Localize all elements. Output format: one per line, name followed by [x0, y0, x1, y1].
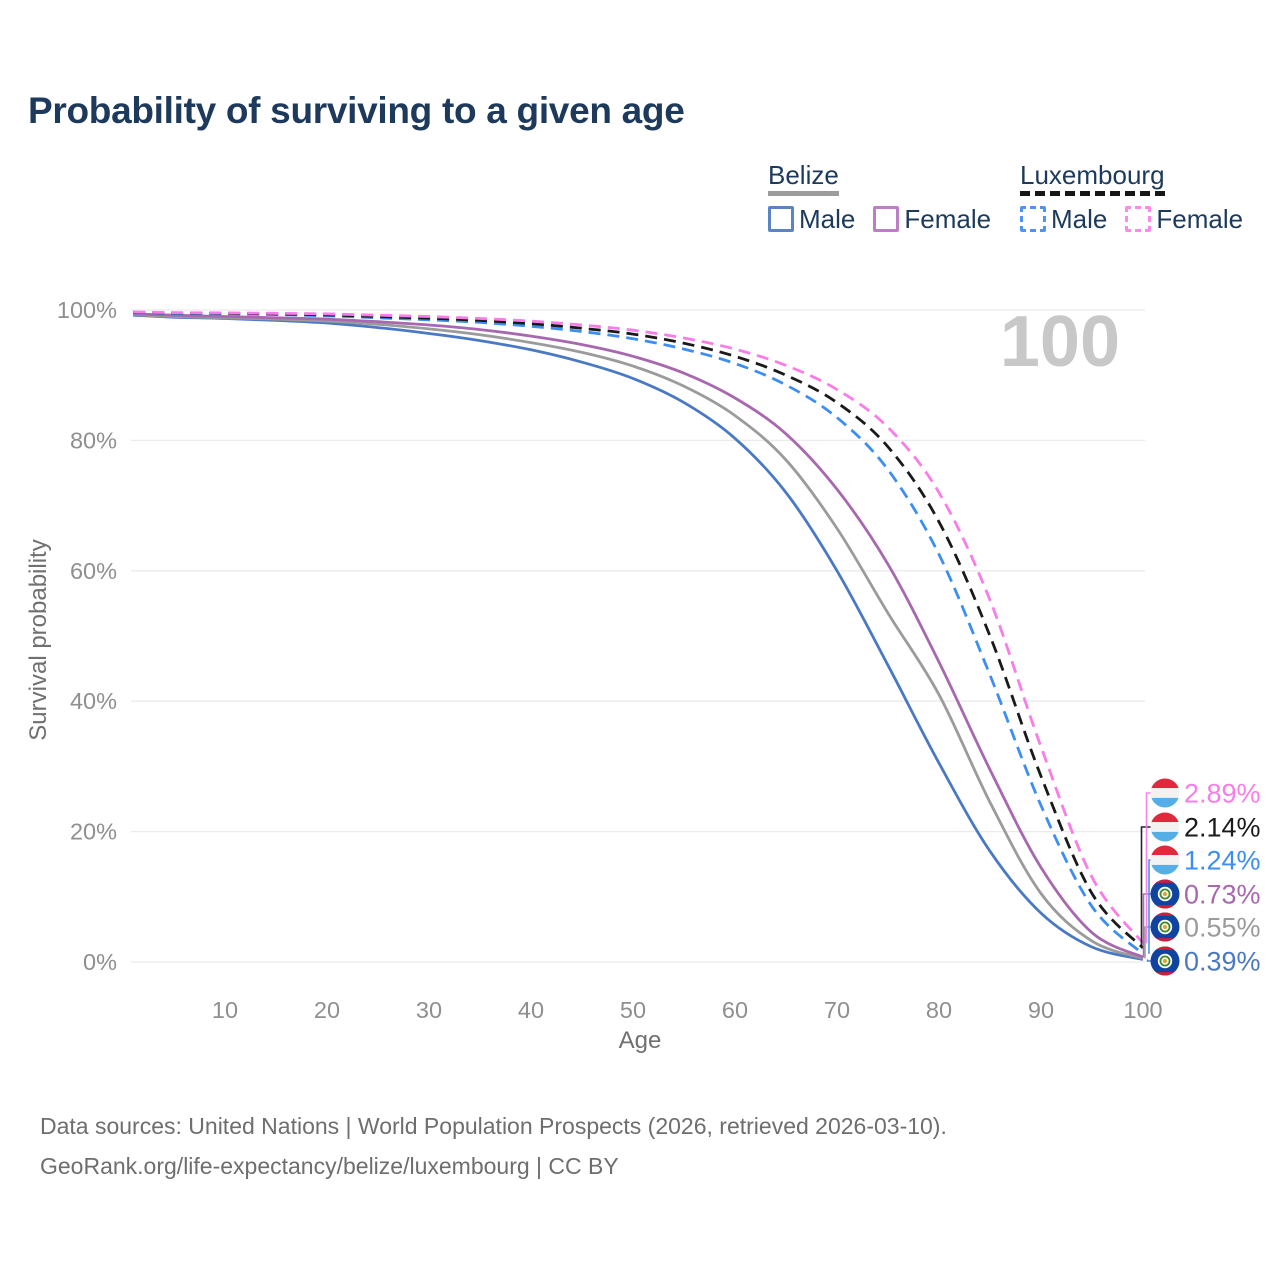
series-line-luxembourg-female: [133, 310, 1145, 945]
y-tick-label: 0%: [83, 949, 117, 975]
y-tick-label: 100%: [57, 297, 117, 323]
flag-belize-icon: [1150, 946, 1180, 976]
end-label-belize-female: 0.73%: [1184, 880, 1261, 910]
legend-header-belize: Belize: [768, 160, 839, 196]
legend-items-luxembourg: Male Female: [1020, 204, 1243, 235]
end-label-luxembourg-female: 2.89%: [1184, 779, 1261, 809]
end-label-luxembourg-male: 1.24%: [1184, 846, 1261, 876]
flag-belize-icon: [1150, 879, 1180, 909]
x-tick-label: 10: [212, 997, 238, 1023]
series-line-luxembourg-male: [133, 311, 1144, 955]
legend-header-luxembourg: Luxembourg: [1020, 160, 1165, 196]
y-axis-label: Survival probability: [25, 539, 52, 740]
legend-swatch-belize-female[interactable]: [873, 206, 900, 233]
legend-swatch-luxembourg-male[interactable]: [1020, 206, 1046, 233]
y-tick-label: 60%: [70, 558, 117, 584]
x-tick-label: 70: [824, 997, 850, 1023]
x-tick-label: 90: [1028, 997, 1054, 1023]
x-tick-label: 50: [620, 997, 646, 1023]
legend-group-luxembourg: Luxembourg Male Female: [1020, 160, 1243, 235]
flag-belize-icon: [1150, 912, 1180, 942]
legend-label-luxembourg-male: Male: [1051, 203, 1108, 234]
y-tick-label: 20%: [70, 819, 117, 845]
x-tick-label: 40: [518, 997, 544, 1023]
legend-label-luxembourg-female: Female: [1156, 203, 1244, 234]
y-tick-label: 80%: [70, 427, 117, 453]
end-label-luxembourg-all: 2.14%: [1184, 813, 1261, 843]
chart-footer: Data sources: United Nations | World Pop…: [40, 1106, 947, 1186]
x-tick-label: 30: [416, 997, 442, 1023]
series-line-belize-female: [133, 312, 1144, 959]
legend-group-belize: Belize Male Female: [768, 160, 991, 235]
legend-swatch-belize-male[interactable]: [768, 206, 794, 233]
leader-line-luxembourg-all: [1140, 826, 1153, 948]
legend-items-belize: Male Female: [768, 204, 991, 235]
flag-luxembourg-icon: [1150, 845, 1180, 875]
x-tick-label: 100: [1123, 997, 1162, 1023]
x-tick-label: 60: [722, 997, 748, 1023]
leader-line-belize-female: [1142, 893, 1153, 958]
flag-luxembourg-icon: [1150, 778, 1180, 808]
footer-data-sources: Data sources: United Nations | World Pop…: [40, 1113, 947, 1139]
legend-item-luxembourg-male[interactable]: Male: [1020, 204, 1107, 235]
legend-item-belize-female[interactable]: Female: [873, 204, 991, 235]
x-tick-label: 20: [314, 997, 340, 1023]
series-line-belize-male: [133, 313, 1144, 961]
x-tick-label: 80: [926, 997, 952, 1023]
x-axis-label: Age: [619, 1027, 662, 1054]
age-watermark: 100: [1000, 302, 1120, 382]
flag-luxembourg-icon: [1150, 812, 1180, 842]
page-title: Probability of surviving to a given age: [28, 90, 685, 131]
leader-line-belize-all: [1144, 926, 1153, 959]
y-tick-label: 40%: [70, 688, 117, 714]
legend-label-belize-female: Female: [904, 203, 992, 234]
legend-label-belize-male: Male: [799, 203, 856, 234]
leader-line-luxembourg-male: [1148, 859, 1153, 954]
end-label-belize-all: 0.55%: [1184, 913, 1261, 943]
end-label-belize-male: 0.39%: [1184, 947, 1261, 977]
legend-item-belize-male[interactable]: Male: [768, 204, 855, 235]
footer-attribution: GeoRank.org/life-expectancy/belize/luxem…: [40, 1153, 619, 1179]
legend-swatch-luxembourg-female[interactable]: [1125, 206, 1152, 233]
legend-item-luxembourg-female[interactable]: Female: [1125, 204, 1243, 235]
series-line-belize-all: [133, 313, 1144, 960]
